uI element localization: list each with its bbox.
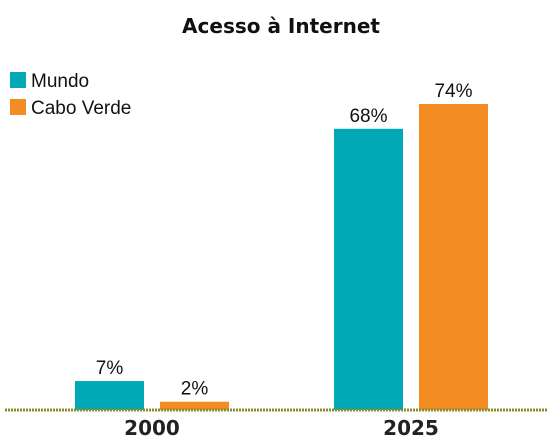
- bar-cabo-verde-2025: [419, 104, 488, 410]
- category-label-2025: 2025: [383, 416, 439, 438]
- value-label-cabo-verde-2025: 74%: [434, 81, 472, 102]
- bar-mundo-2025: [334, 128, 403, 411]
- legend-label-mundo: Mundo: [31, 71, 89, 92]
- value-label-mundo-2000: 7%: [96, 358, 124, 379]
- chart-title: Acesso à Internet: [182, 14, 380, 38]
- legend: Mundo Cabo Verde: [10, 71, 131, 119]
- legend-label-cabo-verde: Cabo Verde: [31, 98, 131, 119]
- category-labels-group: 2000 2025: [124, 416, 439, 438]
- value-labels-group: 7% 2% 68% 74%: [96, 81, 473, 400]
- legend-swatch-cabo-verde: [10, 99, 26, 115]
- category-label-2000: 2000: [124, 416, 180, 438]
- bar-mundo-2000: [75, 381, 144, 410]
- bar-cabo-verde-2000: [160, 401, 229, 410]
- value-label-cabo-verde-2000: 2%: [181, 379, 209, 400]
- bars-group: [75, 104, 488, 411]
- value-label-mundo-2025: 68%: [349, 106, 387, 127]
- legend-swatch-mundo: [10, 72, 26, 88]
